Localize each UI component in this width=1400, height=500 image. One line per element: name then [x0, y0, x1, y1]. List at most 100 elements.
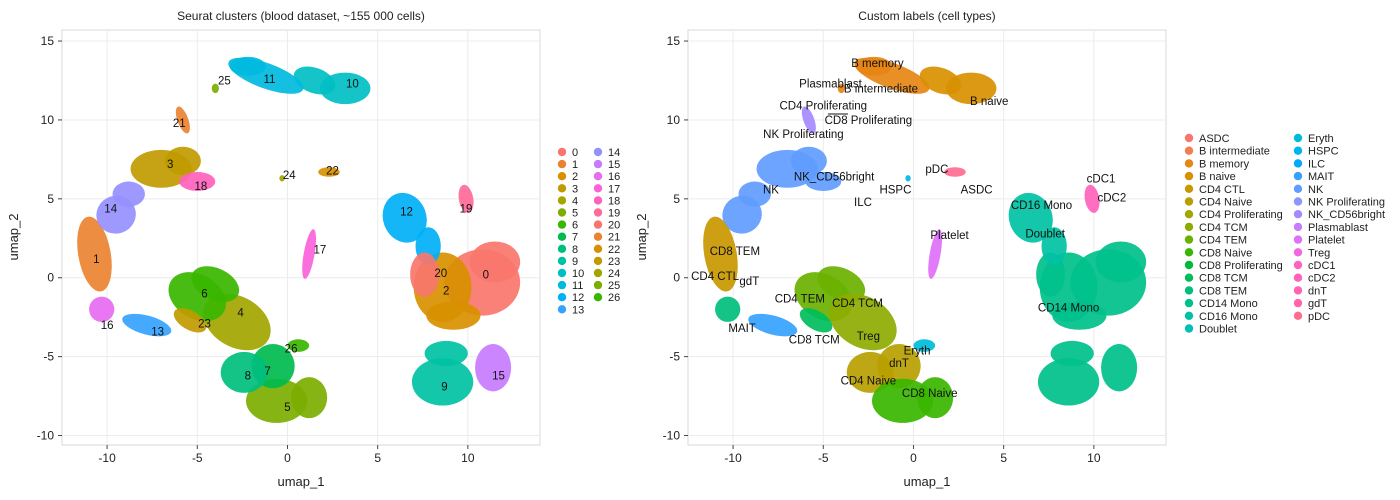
cluster-19-points — [458, 184, 474, 213]
legend-label: Treg — [1308, 247, 1330, 259]
legend-label-18: 18 — [608, 195, 620, 207]
celltype-label: Plasmablast — [799, 79, 862, 91]
legend-label: CD8 TCM — [1199, 273, 1248, 285]
legend-label-22: 22 — [608, 244, 620, 256]
cluster-16-points — [89, 296, 115, 322]
legend-swatch — [1184, 235, 1194, 244]
legend-swatch — [1184, 311, 1194, 320]
legend-swatch-14 — [593, 147, 603, 157]
celltype-label: Doublet — [1025, 229, 1065, 241]
legend-label-20: 20 — [608, 220, 620, 232]
celltype-label: B intermediate — [844, 83, 918, 95]
celltype-label: B memory — [851, 58, 904, 70]
legend-swatch — [1184, 222, 1194, 232]
legend-label: CD4 TEM — [1199, 235, 1247, 247]
celltype-label: CD14 Mono — [1038, 303, 1099, 315]
right-x-tick-label: -10 — [724, 451, 742, 465]
legend-label-9: 9 — [572, 256, 578, 268]
celltype-label: gdT — [739, 276, 759, 288]
left-legend: 0123456789101112131415161718192021222324… — [557, 147, 620, 316]
celltype-label: HSPC — [879, 184, 911, 196]
legend-swatch-2 — [557, 172, 567, 181]
celltype-points — [1084, 184, 1100, 213]
legend-label-7: 7 — [572, 232, 578, 244]
legend-swatch — [1293, 159, 1303, 168]
legend-swatch — [1293, 260, 1303, 270]
legend-label: cDC1 — [1308, 260, 1336, 272]
legend-label-24: 24 — [608, 268, 620, 280]
cluster-label-1: 1 — [93, 254, 99, 266]
left-chart-title: Seurat clusters (blood dataset, ~155 000… — [177, 9, 425, 23]
celltype-label: CD4 TCM — [832, 298, 883, 310]
legend-swatch-0 — [557, 147, 567, 157]
legend-label: Doublet — [1199, 324, 1237, 336]
right-y-tick-label: 0 — [673, 271, 680, 285]
legend-swatch — [1184, 298, 1194, 308]
cluster-label-17: 17 — [314, 244, 327, 256]
celltype-label: ILC — [854, 197, 872, 209]
celltype-label: Platelet — [930, 230, 969, 242]
celltype-label: Treg — [857, 331, 880, 343]
right-x-axis-label: umap_1 — [904, 474, 951, 489]
legend-label-5: 5 — [572, 208, 578, 220]
celltype-points — [715, 296, 741, 322]
legend-swatch-10 — [557, 268, 567, 278]
legend-label: ILC — [1308, 158, 1325, 170]
legend-label-25: 25 — [608, 280, 620, 292]
celltype-label: CD4 CTL — [691, 271, 740, 283]
left-y-tick-label: 5 — [47, 192, 54, 206]
legend-label-11: 11 — [572, 280, 583, 292]
right-axis-ticks: -10 -5 0 5 10 -10 -5 0 5 10 15 — [663, 34, 1101, 465]
legend-swatch — [1184, 286, 1194, 295]
celltype-points — [913, 339, 936, 352]
legend-swatch — [1184, 197, 1194, 206]
legend-label-6: 6 — [572, 220, 578, 232]
celltype-points — [829, 293, 897, 351]
legend-label: CD8 TEM — [1199, 285, 1247, 297]
celltype-points — [1095, 241, 1147, 283]
celltype-label: MAIT — [728, 323, 755, 335]
right-x-tick-label: 10 — [1087, 451, 1101, 465]
legend-label-16: 16 — [608, 171, 620, 183]
legend-label: CD4 Naive — [1199, 197, 1252, 209]
legend-swatch — [1293, 311, 1303, 320]
legend-swatch-23 — [593, 256, 603, 266]
legend-label: Platelet — [1308, 235, 1345, 247]
legend-swatch — [1293, 222, 1303, 232]
left-y-tick-label: 15 — [41, 34, 55, 48]
left-cluster-labels: 0123456789101112131415161718192021222324… — [93, 74, 505, 414]
cluster-label-18: 18 — [194, 181, 207, 193]
legend-swatch — [1293, 286, 1303, 295]
legend-swatch — [1293, 133, 1303, 143]
legend-label: HSPC — [1308, 146, 1339, 158]
right-y-tick-label: 15 — [667, 34, 681, 48]
cluster-17-points — [302, 229, 317, 279]
celltype-points — [790, 146, 827, 176]
legend-swatch-13 — [557, 305, 567, 314]
legend-swatch — [1293, 146, 1303, 155]
legend-label: MAIT — [1308, 171, 1335, 183]
legend-label: B memory — [1199, 158, 1250, 170]
legend-swatch-17 — [593, 184, 603, 193]
celltype-label: dnT — [889, 358, 909, 370]
legend-label: CD8 Proliferating — [1199, 260, 1283, 272]
celltype-points — [799, 308, 833, 333]
left-x-axis-label: umap_1 — [278, 474, 325, 489]
celltype-points — [805, 172, 842, 191]
left-cluster-points — [77, 56, 521, 423]
celltype-label: CD4 Naive — [841, 375, 897, 387]
celltype-label: CD8 Naive — [902, 388, 958, 400]
cluster-22-points — [318, 167, 340, 177]
cluster-5-points — [245, 378, 308, 423]
cluster-label-12: 12 — [400, 206, 413, 218]
celltype-points — [905, 175, 911, 182]
legend-swatch-24 — [593, 268, 603, 278]
celltype-label: cDC2 — [1098, 192, 1127, 204]
legend-swatch — [1184, 171, 1194, 181]
celltype-points — [738, 181, 771, 207]
